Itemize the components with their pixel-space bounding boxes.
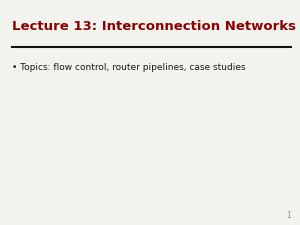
Text: 1: 1 (286, 212, 291, 220)
Text: • Topics: flow control, router pipelines, case studies: • Topics: flow control, router pipelines… (12, 63, 246, 72)
Text: Lecture 13: Interconnection Networks: Lecture 13: Interconnection Networks (12, 20, 296, 33)
